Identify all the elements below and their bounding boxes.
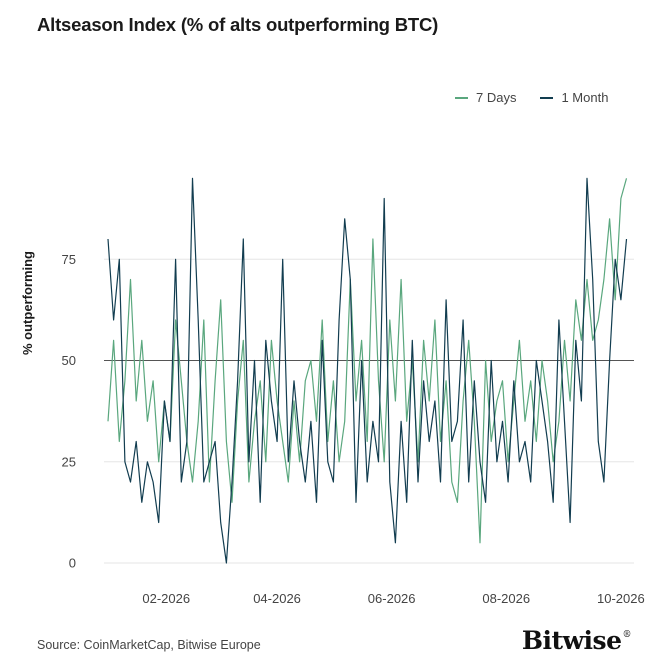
legend-label-7-days: 7 Days (476, 90, 517, 105)
y-tick-label-50: 50 (62, 353, 76, 368)
y-tick-label-75: 75 (62, 252, 76, 267)
brand-name: Bitwise (521, 626, 622, 655)
series-lines (107, 177, 628, 564)
legend-label-1-month: 1 Month (561, 90, 609, 105)
source-note: Source: CoinMarketCap, Bitwise Europe (37, 638, 261, 652)
bitwise-logo: Bitwise® (521, 626, 632, 655)
series-line-1-month (107, 177, 628, 564)
legend-item-1-month: 1 Month (540, 90, 608, 105)
legend-swatch-1-month (540, 96, 554, 99)
y-tick-label-25: 25 (62, 454, 76, 469)
x-tick-label-04-2026: 04-2026 (253, 591, 301, 606)
tick-labels: 0 25 50 75 02-2026 04-2026 06-2026 08-2026 10-20… (62, 252, 645, 606)
x-tick-label-10-2026: 10-2026 (597, 591, 645, 606)
x-tick-label-06-2026: 06-2026 (368, 591, 416, 606)
x-tick-label-02-2026: 02-2026 (142, 591, 190, 606)
registered-mark: ® (622, 630, 632, 640)
legend: 7 Days 1 Month (455, 90, 608, 105)
y-tick-label-0: 0 (69, 556, 76, 571)
chart-title: Altseason Index (% of alts outperforming… (37, 14, 439, 35)
legend-item-7-days: 7 Days (455, 90, 516, 105)
x-tick-label-08-2026: 08-2026 (482, 591, 530, 606)
legend-swatch-7-days (455, 96, 468, 99)
